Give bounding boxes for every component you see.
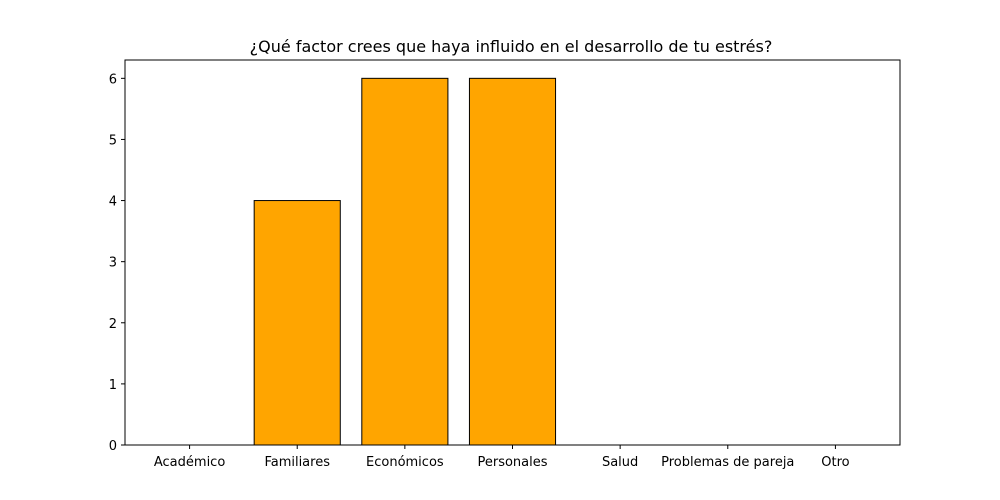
x-tick-label: Personales bbox=[477, 455, 547, 470]
x-tick-label: Académico bbox=[154, 455, 225, 470]
bar-económicos bbox=[361, 77, 449, 446]
y-axis: 0 1 2 3 4 5 6 bbox=[109, 72, 125, 454]
y-tick-label: 2 bbox=[109, 317, 117, 332]
x-tick-label: Problemas de pareja bbox=[661, 455, 794, 470]
x-tick-label: Otro bbox=[821, 455, 849, 470]
y-tick-label: 4 bbox=[109, 195, 117, 210]
bar-familiares bbox=[253, 200, 341, 446]
x-tick-label: Económicos bbox=[366, 455, 444, 470]
y-tick-label: 6 bbox=[109, 72, 117, 87]
y-tick-label: 3 bbox=[109, 256, 117, 271]
chart-title: ¿Qué factor crees que haya influido en e… bbox=[250, 37, 773, 56]
x-tick-label: Salud bbox=[602, 455, 638, 470]
y-tick-label: 1 bbox=[109, 378, 117, 393]
x-axis: Académico Familiares Económicos Personales S… bbox=[154, 445, 850, 470]
bars-layer bbox=[253, 77, 557, 446]
bar-personales bbox=[468, 77, 557, 446]
y-tick-label: 0 bbox=[109, 439, 117, 454]
x-tick-label: Familiares bbox=[264, 455, 330, 470]
y-tick-label: 5 bbox=[109, 133, 117, 148]
